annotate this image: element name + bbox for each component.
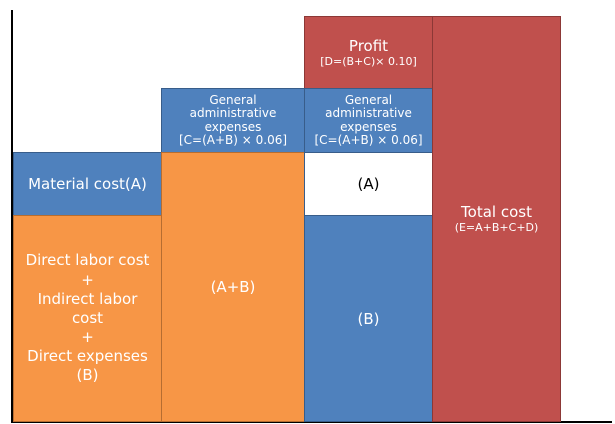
block-text: (A+B)	[210, 278, 256, 296]
block-text: expenses	[340, 119, 397, 134]
block-text: +	[81, 328, 94, 347]
block-text: Indirect labor	[37, 289, 138, 308]
block-text: Material cost(A)	[28, 175, 147, 193]
block-text: (B)	[76, 366, 99, 385]
block-text: (A)	[357, 175, 380, 193]
block-text: [C=(A+B) × 0.06]	[314, 132, 423, 147]
block-text: +	[81, 270, 94, 289]
block-text: Direct labor cost	[25, 251, 150, 270]
y-axis	[11, 10, 13, 422]
admin-block: General administrative expenses [C=(A+B) × …	[161, 88, 305, 153]
block-text: [C=(A+B) × 0.06]	[178, 132, 288, 147]
ab-block: (A+B)	[161, 152, 305, 422]
b-block: (B)	[304, 215, 433, 422]
block-text: General	[344, 93, 393, 108]
block-text: [D=(B+C)× 0.10]	[320, 54, 417, 68]
a-block: (A)	[304, 152, 433, 216]
profit-block: Profit [D=(B+C)× 0.10]	[304, 16, 433, 89]
block-text: expenses	[204, 119, 262, 134]
block-text: administrative	[325, 106, 412, 121]
block-text: (B)	[357, 309, 380, 328]
block-text: Total cost	[461, 203, 532, 222]
block-text: Profit	[348, 36, 389, 55]
block-text: administrative	[189, 106, 277, 121]
block-text: cost	[71, 308, 104, 327]
total-block: Total cost (E=A+B+C+D)	[432, 16, 561, 422]
block-text: (E=A+B+C+D)	[454, 221, 539, 235]
admin-block: General administrative expenses [C=(A+B) × …	[304, 88, 433, 153]
block-text: Direct expenses	[27, 347, 148, 366]
material-block: Material cost(A)	[13, 152, 162, 216]
x-axis	[11, 421, 612, 423]
labor-block: Direct labor cost + Indirect labor cost + Dir…	[13, 215, 162, 422]
block-text: General	[209, 93, 257, 108]
